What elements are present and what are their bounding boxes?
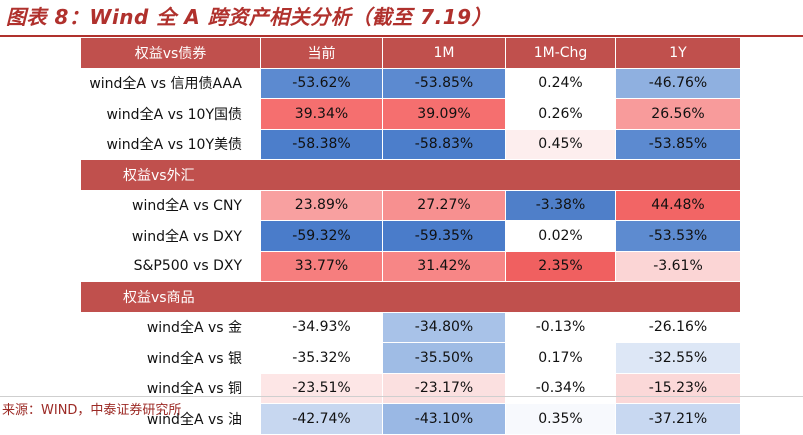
table-row: wind全A vs CNY 23.89% 27.27% -3.38% 44.48% xyxy=(80,189,741,221)
row-label: wind全A vs DXY xyxy=(80,220,261,252)
value-cell: 0.45% xyxy=(505,128,616,160)
value-cell: 26.56% xyxy=(615,98,741,130)
value-cell: -37.21% xyxy=(615,403,741,435)
table-row: wind全A vs 10Y国债 39.34% 39.09% 0.26% 26.56% xyxy=(80,98,741,130)
table-row: wind全A vs DXY -59.32% -59.35% 0.02% -53.53% xyxy=(80,220,741,252)
value-cell: 0.26% xyxy=(505,98,616,130)
table-row: wind全A vs 银 -35.32% -35.50% 0.17% -32.55% xyxy=(80,342,741,374)
value-cell: 27.27% xyxy=(382,189,506,221)
value-cell: -26.16% xyxy=(615,311,741,343)
row-label: S&P500 vs DXY xyxy=(80,250,261,282)
table-row: wind全A vs 10Y美债 -58.38% -58.83% 0.45% -53.85… xyxy=(80,128,741,160)
value-cell: -43.10% xyxy=(382,403,506,435)
value-cell: -59.32% xyxy=(260,220,383,252)
value-cell: -34.93% xyxy=(260,311,383,343)
row-label: wind全A vs 银 xyxy=(80,342,261,374)
section-row: 权益vs外汇 xyxy=(80,159,741,191)
correlation-table: 权益vs债券 当前 1M 1M-Chg 1Y wind全A vs 信用债AAA -… xyxy=(80,37,741,435)
value-cell: -58.83% xyxy=(382,128,506,160)
header-row: 权益vs债券 当前 1M 1M-Chg 1Y xyxy=(80,37,741,69)
value-cell: -59.35% xyxy=(382,220,506,252)
value-cell: 0.24% xyxy=(505,67,616,99)
value-cell: 23.89% xyxy=(260,189,383,221)
value-cell: -53.53% xyxy=(615,220,741,252)
value-cell: 0.17% xyxy=(505,342,616,374)
value-cell: 0.02% xyxy=(505,220,616,252)
value-cell: -23.51% xyxy=(260,372,383,404)
title-rule xyxy=(0,35,803,37)
header-cell-category: 权益vs债券 xyxy=(80,37,261,69)
table-row: wind全A vs 信用债AAA -53.62% -53.85% 0.24% -46.7… xyxy=(80,67,741,99)
header-cell-1y: 1Y xyxy=(615,37,741,69)
table-body: 权益vs债券 当前 1M 1M-Chg 1Y wind全A vs 信用债AAA -… xyxy=(80,37,741,435)
row-label: wind全A vs 金 xyxy=(80,311,261,343)
value-cell: -53.85% xyxy=(615,128,741,160)
value-cell: -15.23% xyxy=(615,372,741,404)
value-cell: -34.80% xyxy=(382,311,506,343)
table-row: S&P500 vs DXY 33.77% 31.42% 2.35% -3.61% xyxy=(80,250,741,282)
value-cell: 39.34% xyxy=(260,98,383,130)
value-cell: -35.50% xyxy=(382,342,506,374)
row-label: wind全A vs 铜 xyxy=(80,372,261,404)
row-label: wind全A vs 10Y美债 xyxy=(80,128,261,160)
value-cell: -46.76% xyxy=(615,67,741,99)
value-cell: 0.35% xyxy=(505,403,616,435)
value-cell: 33.77% xyxy=(260,250,383,282)
table-row: wind全A vs 铜 -23.51% -23.17% -0.34% -15.23% xyxy=(80,372,741,404)
value-cell: -42.74% xyxy=(260,403,383,435)
row-label: wind全A vs CNY xyxy=(80,189,261,221)
section-title: 权益vs商品 xyxy=(80,281,741,313)
value-cell: -3.38% xyxy=(505,189,616,221)
header-cell-1m: 1M xyxy=(382,37,506,69)
value-cell: -3.61% xyxy=(615,250,741,282)
value-cell: -0.13% xyxy=(505,311,616,343)
figure-title: 图表 8：Wind 全 A 跨资产相关分析（截至 7.19） xyxy=(6,5,493,29)
value-cell: -35.32% xyxy=(260,342,383,374)
value-cell: 31.42% xyxy=(382,250,506,282)
section-row: 权益vs商品 xyxy=(80,281,741,313)
value-cell: -0.34% xyxy=(505,372,616,404)
value-cell: -32.55% xyxy=(615,342,741,374)
header-cell-1m-chg: 1M-Chg xyxy=(505,37,616,69)
value-cell: 39.09% xyxy=(382,98,506,130)
value-cell: -23.17% xyxy=(382,372,506,404)
bottom-rule xyxy=(0,396,803,397)
value-cell: -53.85% xyxy=(382,67,506,99)
value-cell: -58.38% xyxy=(260,128,383,160)
header-cell-current: 当前 xyxy=(260,37,383,69)
value-cell: 2.35% xyxy=(505,250,616,282)
row-label: wind全A vs 10Y国债 xyxy=(80,98,261,130)
table-row: wind全A vs 金 -34.93% -34.80% -0.13% -26.16% xyxy=(80,311,741,343)
section-title: 权益vs外汇 xyxy=(80,159,741,191)
source-note: 来源：WIND，中泰证券研究所 xyxy=(2,403,182,418)
value-cell: 44.48% xyxy=(615,189,741,221)
row-label: wind全A vs 信用债AAA xyxy=(80,67,261,99)
value-cell: -53.62% xyxy=(260,67,383,99)
